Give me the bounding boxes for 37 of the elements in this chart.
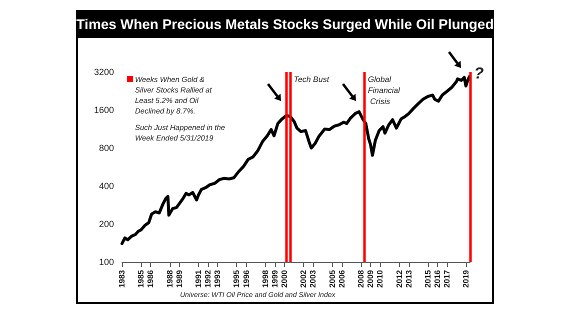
x-tick-label: 1998	[260, 269, 270, 288]
x-tick-label: 1985	[136, 269, 146, 288]
y-tick-label: 100	[98, 257, 114, 267]
y-tick-label: 200	[98, 219, 114, 229]
x-tick-label: 2017	[442, 269, 452, 288]
x-tick-label: 2010	[376, 269, 385, 288]
x-tick-label: 2015	[423, 269, 432, 288]
x-tick-label: 1986	[146, 269, 156, 288]
line-series	[120, 74, 472, 246]
ref-line-label: ?	[474, 66, 484, 82]
x-tick-label: 1996	[242, 269, 251, 288]
x-tick-label: 1991	[194, 269, 203, 288]
x-tick-label: 2013	[404, 269, 414, 288]
ref-line-label: Global Financial Crisis	[368, 75, 400, 106]
y-tick-label: 800	[98, 143, 114, 153]
x-tick-label: 2003	[308, 269, 318, 288]
y-tick-label: 1600	[94, 105, 114, 115]
x-tick-label: 2005	[328, 269, 337, 288]
x-tick-label: 2000	[280, 269, 290, 288]
ref-line-label: Tech Bust	[294, 75, 330, 84]
y-tick-label: 3200	[94, 67, 114, 77]
x-tick-label: 1983	[118, 269, 126, 288]
x-tick-label: 2012	[394, 269, 404, 288]
x-tick-label: 1992	[204, 269, 213, 288]
x-tick-label: 2019	[462, 269, 471, 288]
x-tick-label: 2002	[299, 269, 308, 288]
x-tick-label: 2009	[366, 269, 376, 288]
x-tick-label: 1995	[232, 269, 242, 288]
x-tick-label: 1989	[174, 269, 184, 288]
x-tick-label: 2006	[337, 269, 346, 288]
x-tick-label: 2008	[356, 269, 366, 288]
x-tick-label: 1988	[165, 269, 174, 288]
x-tick-label: 2016	[432, 269, 442, 288]
x-tick-label: 1993	[213, 269, 222, 288]
y-tick-label: 400	[98, 181, 114, 191]
x-tick-label: 1999	[270, 269, 280, 288]
chart-title: Times When Precious Metals Stocks Surged While Oil Plunged	[76, 10, 494, 38]
